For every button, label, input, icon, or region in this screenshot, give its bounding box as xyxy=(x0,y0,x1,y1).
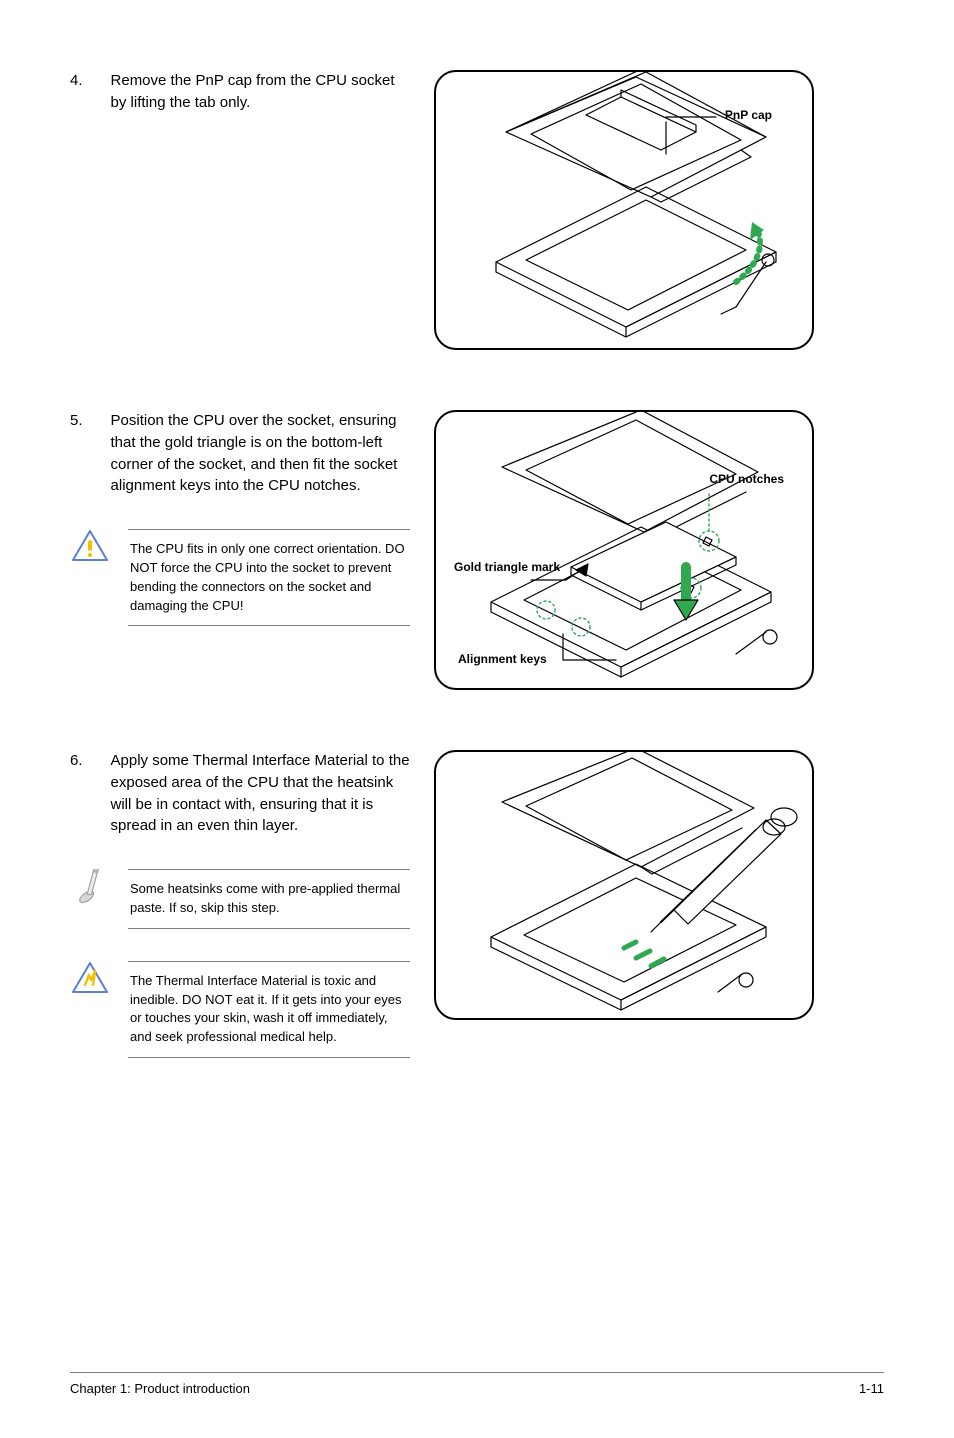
caution-icon xyxy=(70,529,110,626)
footer-left: Chapter 1: Product introduction xyxy=(70,1381,250,1396)
note-text: Some heatsinks come with pre-applied the… xyxy=(128,869,410,929)
cpu-notches-label: CPU notches xyxy=(709,472,784,486)
step-5-text: 5. Position the CPU over the socket, ens… xyxy=(70,410,410,497)
step-4-illus-col: PnP cap xyxy=(434,70,884,350)
step-5-row: 5. Position the CPU over the socket, ens… xyxy=(70,410,884,690)
pnp-cap-label: PnP cap xyxy=(725,108,772,122)
note-icon xyxy=(70,869,110,929)
step-5-number: 5. xyxy=(70,410,83,497)
step-6-illus-col xyxy=(434,750,884,1058)
alignment-keys-label: Alignment keys xyxy=(458,652,547,666)
cpu-placement-illustration xyxy=(436,412,816,692)
footer-right: 1-11 xyxy=(859,1381,884,1396)
step-4-number: 4. xyxy=(70,70,83,114)
step-4-illustration: PnP cap xyxy=(434,70,814,350)
step-6-note: Some heatsinks come with pre-applied the… xyxy=(70,861,410,929)
step-4-text-col: 4. Remove the PnP cap from the CPU socke… xyxy=(70,70,410,350)
step-6-text-col: 6. Apply some Thermal Interface Material… xyxy=(70,750,410,1058)
step-6-body: Apply some Thermal Interface Material to… xyxy=(111,750,410,837)
step-4-row: 4. Remove the PnP cap from the CPU socke… xyxy=(70,70,884,350)
step-5-text-col: 5. Position the CPU over the socket, ens… xyxy=(70,410,410,690)
step-5-caution: The CPU fits in only one correct orienta… xyxy=(70,521,410,626)
caution-text: The CPU fits in only one correct orienta… xyxy=(128,529,410,626)
step-5-body: Position the CPU over the socket, ensuri… xyxy=(111,410,410,497)
thermal-paste-illustration xyxy=(436,752,816,1022)
step-6-number: 6. xyxy=(70,750,83,837)
step-4-body: Remove the PnP cap from the CPU socket b… xyxy=(111,70,410,114)
page-footer: Chapter 1: Product introduction 1-11 xyxy=(70,1372,884,1396)
step-6-text: 6. Apply some Thermal Interface Material… xyxy=(70,750,410,837)
warning-text: The Thermal Interface Material is toxic … xyxy=(128,961,410,1058)
step-6-warning: The Thermal Interface Material is toxic … xyxy=(70,953,410,1058)
step-5-illus-col: CPU notches Gold triangle mark Alignment… xyxy=(434,410,884,690)
warning-icon xyxy=(70,961,110,1058)
gold-triangle-label: Gold triangle mark xyxy=(454,560,512,574)
step-5-illustration: CPU notches Gold triangle mark Alignment… xyxy=(434,410,814,690)
step-6-illustration xyxy=(434,750,814,1020)
step-6-row: 6. Apply some Thermal Interface Material… xyxy=(70,750,884,1058)
step-4-text: 4. Remove the PnP cap from the CPU socke… xyxy=(70,70,410,114)
